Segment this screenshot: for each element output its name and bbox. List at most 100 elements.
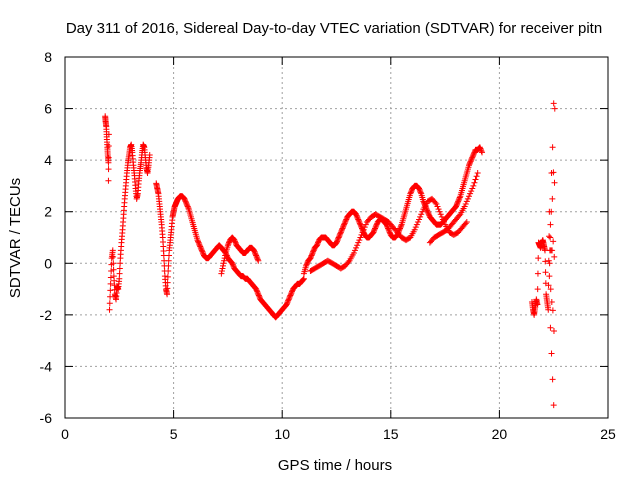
data-point [353, 244, 360, 251]
data-point [432, 199, 439, 206]
data-point [309, 251, 316, 258]
data-point [110, 266, 117, 273]
data-point [183, 200, 190, 207]
data-point [343, 216, 350, 223]
data-point [545, 282, 552, 289]
data-point [546, 260, 553, 267]
data-point [372, 225, 379, 232]
data-point [407, 190, 414, 197]
data-point [467, 190, 474, 197]
data-point [304, 260, 311, 267]
data-point [353, 211, 360, 218]
data-point [357, 222, 364, 229]
data-point [354, 215, 361, 222]
data-point [198, 246, 205, 253]
data-point [454, 199, 461, 206]
data-point [414, 219, 421, 226]
data-point [355, 216, 362, 223]
data-point [424, 207, 431, 214]
data-point [542, 258, 549, 265]
data-point [340, 222, 347, 229]
data-point [341, 220, 348, 227]
data-point [107, 274, 114, 281]
data-point [468, 188, 475, 195]
data-point [195, 238, 202, 245]
data-point [467, 159, 474, 166]
data-point [224, 242, 231, 249]
data-point [461, 203, 468, 210]
data-point [197, 244, 204, 251]
data-point [411, 226, 418, 233]
data-point [353, 212, 360, 219]
data-point [196, 240, 203, 247]
data-point [535, 255, 542, 262]
y-tick-label: -4 [40, 358, 53, 374]
data-point [231, 238, 238, 245]
data-point [453, 202, 460, 209]
data-point [417, 189, 424, 196]
data-point [345, 258, 352, 265]
data-point [184, 203, 191, 210]
data-point [350, 249, 357, 256]
data-point [357, 221, 364, 228]
data-point [300, 276, 307, 283]
data-point [219, 265, 226, 272]
data-point [358, 231, 365, 238]
data-point [550, 100, 557, 107]
data-point [373, 222, 380, 229]
data-point [106, 306, 113, 313]
data-point [284, 298, 291, 305]
data-point [545, 306, 552, 313]
data-point [424, 208, 431, 215]
data-point [469, 154, 476, 161]
data-point [385, 225, 392, 232]
data-point [454, 200, 461, 207]
x-tick-label: 10 [274, 426, 290, 442]
data-points [102, 100, 558, 409]
series-segment-3 [153, 180, 307, 321]
series-segment-2 [106, 141, 153, 313]
data-point [441, 219, 448, 226]
data-point [412, 224, 419, 231]
data-point [469, 185, 476, 192]
data-point [182, 198, 189, 205]
data-point [303, 262, 310, 269]
data-point [462, 220, 469, 227]
y-tick-label: 2 [44, 204, 52, 220]
data-point [252, 249, 259, 256]
data-point [466, 161, 473, 168]
data-point [546, 273, 553, 280]
data-point [195, 239, 202, 246]
data-point [470, 151, 477, 158]
x-tick-label: 25 [600, 426, 616, 442]
data-point [335, 235, 342, 242]
data-point [470, 150, 477, 157]
data-point [109, 247, 116, 254]
data-point [105, 154, 112, 161]
data-point [464, 195, 471, 202]
data-point [310, 247, 317, 254]
data-point [397, 224, 404, 231]
data-point [250, 247, 257, 254]
data-point [547, 234, 554, 241]
data-point [225, 240, 232, 247]
x-tick-label: 5 [170, 426, 178, 442]
data-point [416, 216, 423, 223]
data-point [300, 275, 307, 282]
data-point [165, 257, 172, 264]
data-point [105, 159, 112, 166]
data-point [468, 157, 475, 164]
data-point [550, 402, 557, 409]
data-point [542, 269, 549, 276]
data-point [310, 248, 317, 255]
data-point [105, 142, 112, 149]
data-point [116, 265, 123, 272]
data-point [551, 179, 558, 186]
data-point [218, 268, 225, 275]
data-point [386, 228, 393, 235]
data-point [465, 193, 472, 200]
data-point [220, 262, 227, 269]
data-point [146, 151, 153, 158]
series-segment-5 [300, 144, 486, 277]
data-point [199, 249, 206, 256]
